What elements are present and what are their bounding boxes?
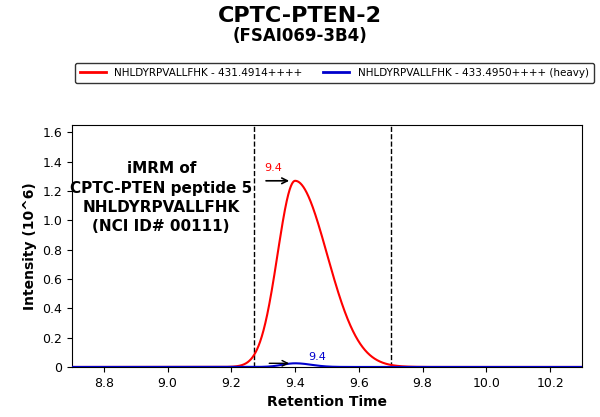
Text: (FSAI069-3B4): (FSAI069-3B4) <box>233 27 367 45</box>
X-axis label: Retention Time: Retention Time <box>267 395 387 409</box>
Text: CPTC-PTEN-2: CPTC-PTEN-2 <box>218 6 382 26</box>
Text: 9.4: 9.4 <box>308 352 326 362</box>
Y-axis label: Intensity (10^6): Intensity (10^6) <box>23 182 37 310</box>
Text: iMRM of
CPTC-PTEN peptide 5
NHLDYRPVALLFHK
(NCI ID# 00111): iMRM of CPTC-PTEN peptide 5 NHLDYRPVALLF… <box>70 161 253 234</box>
Text: 9.4: 9.4 <box>265 163 283 173</box>
Legend: NHLDYRPVALLFHK - 431.4914++++, NHLDYRPVALLFHK - 433.4950++++ (heavy): NHLDYRPVALLFHK - 431.4914++++, NHLDYRPVA… <box>74 63 594 83</box>
